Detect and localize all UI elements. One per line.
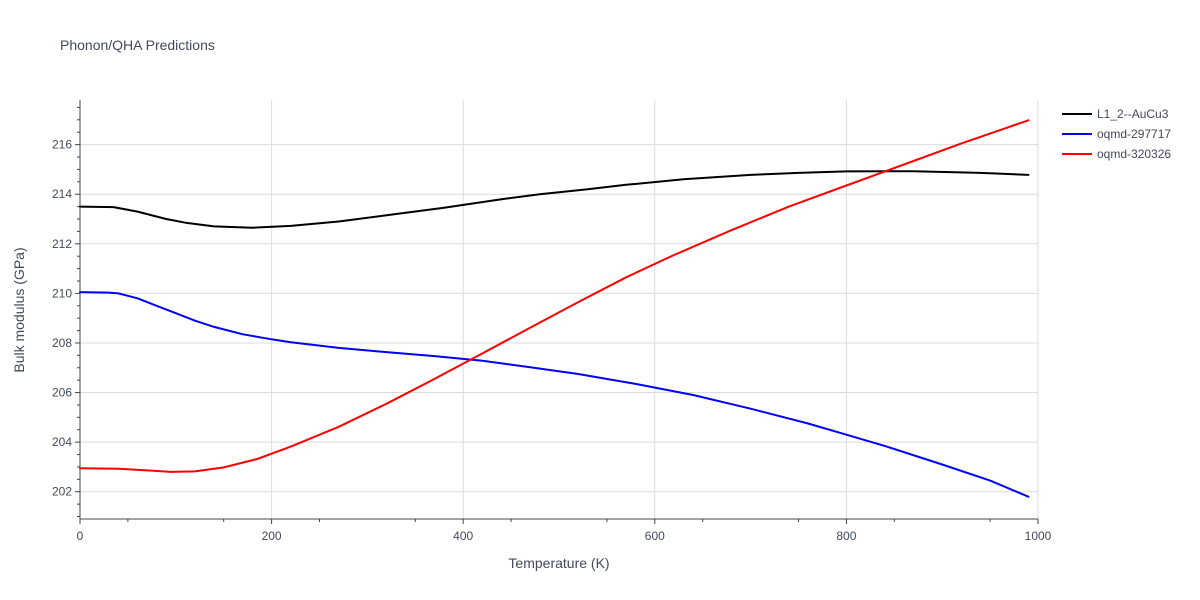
legend-item-0[interactable]: L1_2--AuCu3 <box>1062 107 1169 121</box>
y-tick-label-7: 216 <box>52 138 72 152</box>
grid <box>80 100 1039 519</box>
chart-title: Phonon/QHA Predictions <box>60 37 215 53</box>
y-tick-label-0: 202 <box>52 485 72 499</box>
axes: 0 200 400 600 800 1000 202 204 206 208 210 212 214 21… <box>52 100 1052 543</box>
x-tick-label-0: 0 <box>77 529 84 543</box>
y-tick-label-6: 214 <box>52 187 72 201</box>
y-tick-label-3: 208 <box>52 336 72 350</box>
legend[interactable]: L1_2--AuCu3 oqmd-297717 oqmd-320326 <box>1062 107 1171 161</box>
legend-item-1[interactable]: oqmd-297717 <box>1062 127 1171 141</box>
x-axis-label: Temperature (K) <box>508 555 609 571</box>
y-tick-label-2: 206 <box>52 386 72 400</box>
y-tick-label-5: 212 <box>52 237 72 251</box>
legend-label-0: L1_2--AuCu3 <box>1097 107 1169 121</box>
x-tick-label-4: 800 <box>836 529 856 543</box>
legend-label-2: oqmd-320326 <box>1097 147 1171 161</box>
legend-label-1: oqmd-297717 <box>1097 127 1171 141</box>
y-axis-label: Bulk modulus (GPa) <box>11 247 27 372</box>
x-tick-label-3: 600 <box>645 529 665 543</box>
x-tick-label-5: 1000 <box>1025 529 1052 543</box>
series-line-0 <box>79 170 1030 229</box>
x-tick-label-1: 200 <box>262 529 282 543</box>
series-line-1 <box>79 291 1030 498</box>
x-tick-label-2: 400 <box>453 529 473 543</box>
legend-item-2[interactable]: oqmd-320326 <box>1062 147 1171 161</box>
y-tick-label-1: 204 <box>52 435 72 449</box>
series-line-2 <box>79 119 1030 473</box>
y-tick-label-4: 210 <box>52 286 72 300</box>
series-layer <box>79 119 1030 498</box>
